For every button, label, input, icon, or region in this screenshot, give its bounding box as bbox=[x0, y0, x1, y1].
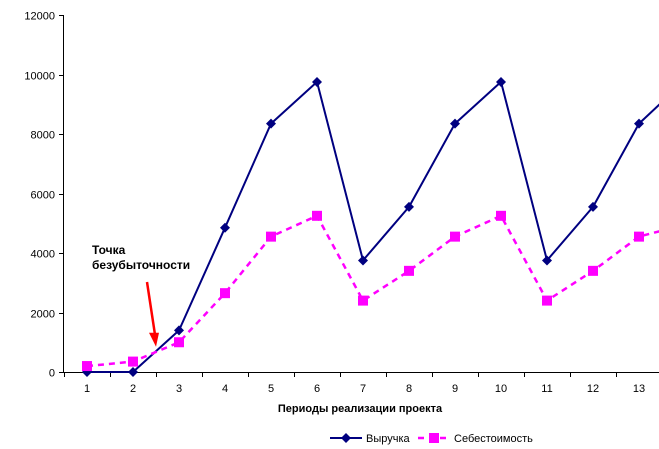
x-tick-label: 4 bbox=[222, 383, 228, 395]
series-point-1 bbox=[542, 255, 552, 266]
series-point-1 bbox=[496, 76, 506, 87]
annotation-arrow-shaft bbox=[145, 281, 157, 335]
series-point-1 bbox=[174, 325, 184, 336]
x-tick-label: 5 bbox=[268, 383, 274, 395]
series-point-1 bbox=[128, 367, 138, 377]
series-point-2 bbox=[312, 210, 322, 221]
y-tick-label: 6000 bbox=[31, 190, 55, 202]
series-point-1 bbox=[588, 201, 598, 212]
series-point-2 bbox=[82, 361, 92, 372]
series-point-2 bbox=[496, 210, 506, 221]
series-point-2 bbox=[450, 231, 460, 242]
series-point-1 bbox=[220, 222, 230, 233]
series-point-2 bbox=[404, 265, 414, 276]
legend: Выручка Себестоимость bbox=[330, 433, 533, 445]
x-tick-label: 9 bbox=[452, 383, 458, 395]
x-tick-label: 10 bbox=[495, 383, 507, 395]
series-point-1 bbox=[266, 118, 276, 129]
x-tick-label: 12 bbox=[587, 383, 599, 395]
series-point-1 bbox=[404, 201, 414, 212]
x-tick-label: 1 bbox=[84, 383, 90, 395]
series-point-2 bbox=[358, 295, 368, 306]
legend-marker-2 bbox=[429, 433, 439, 443]
y-tick-label: 10000 bbox=[24, 71, 55, 83]
series-line-1 bbox=[87, 80, 659, 373]
legend-label-1: Выручка bbox=[366, 433, 411, 445]
series-point-2 bbox=[266, 231, 276, 242]
series-point-1 bbox=[358, 255, 368, 266]
x-axis: 1 2 3 4 5 6 7 8 9 10 11 12 13 bbox=[63, 372, 659, 395]
legend-marker-1 bbox=[341, 433, 351, 443]
series-point-2 bbox=[634, 231, 644, 242]
annotation-text-line1: Точка bbox=[92, 243, 126, 257]
y-axis: 0 2000 4000 6000 8000 10000 12000 bbox=[24, 11, 64, 380]
annotation-layer: Точка безубыточности bbox=[92, 243, 190, 347]
annotation-text-line2: безубыточности bbox=[92, 258, 190, 272]
series-point-2 bbox=[588, 265, 598, 276]
series-point-2 bbox=[542, 295, 552, 306]
x-tick-label: 8 bbox=[406, 383, 412, 395]
series-point-1 bbox=[312, 76, 322, 87]
x-axis-title: Периоды реализации проекта bbox=[278, 403, 443, 415]
y-tick-label: 2000 bbox=[31, 309, 55, 321]
series-point-1 bbox=[634, 118, 644, 129]
series-point-2 bbox=[174, 337, 184, 348]
y-tick-label: 4000 bbox=[31, 249, 55, 261]
series-point-2 bbox=[128, 356, 138, 367]
series-point-1 bbox=[450, 118, 460, 129]
series-point-2 bbox=[220, 288, 230, 299]
x-tick-label: 7 bbox=[360, 383, 366, 395]
x-tick-label: 6 bbox=[314, 383, 320, 395]
y-tick-label: 12000 bbox=[24, 11, 55, 23]
x-tick-label: 11 bbox=[541, 383, 552, 395]
x-tick-label: 3 bbox=[176, 383, 182, 395]
x-tick-label: 2 bbox=[130, 383, 136, 395]
annotation-arrow-head bbox=[149, 332, 159, 347]
series-layer bbox=[82, 76, 659, 377]
legend-label-2: Себестоимость bbox=[454, 433, 533, 445]
x-tick-label: 13 bbox=[633, 383, 645, 395]
y-tick-label: 0 bbox=[49, 368, 55, 380]
series-line-2 bbox=[86, 214, 659, 368]
y-tick-label: 8000 bbox=[31, 130, 55, 142]
